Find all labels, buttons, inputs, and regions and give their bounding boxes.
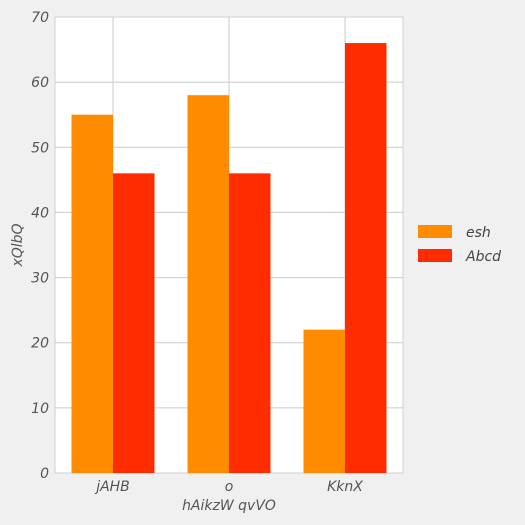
x-axis-label: hAikzW qvVO — [182, 498, 276, 514]
legend-label-Abcd: Abcd — [465, 249, 501, 265]
x-axis-ticks: jAHB o KknX — [94, 479, 363, 495]
y-tick-label: 50 — [31, 140, 49, 156]
legend-swatch-Abcd — [418, 249, 452, 262]
bar-esh-KknX — [303, 329, 345, 473]
legend: esh Abcd — [418, 225, 501, 265]
y-axis-ticks: 0 10 20 30 40 50 60 70 — [31, 10, 49, 482]
x-tick-label: KknX — [327, 479, 363, 495]
y-tick-label: 30 — [31, 271, 49, 287]
y-axis-label: xQlbQ — [10, 223, 26, 267]
legend-swatch-esh — [418, 225, 452, 238]
y-tick-label: 10 — [31, 401, 49, 417]
x-tick-label: jAHB — [94, 479, 130, 495]
bar-Abcd-KknX — [345, 43, 387, 474]
bar-Abcd-o — [229, 173, 271, 474]
x-tick-label: o — [225, 479, 234, 495]
bar-esh-o — [187, 95, 229, 474]
bars — [71, 43, 387, 474]
legend-label-esh: esh — [466, 225, 491, 241]
y-tick-label: 70 — [31, 10, 49, 26]
y-tick-label: 20 — [31, 336, 49, 352]
bar-esh-jAHB — [71, 114, 113, 473]
bar-Abcd-jAHB — [113, 173, 155, 474]
y-tick-label: 0 — [40, 466, 49, 482]
y-tick-label: 60 — [31, 75, 49, 91]
y-tick-label: 40 — [31, 205, 49, 221]
